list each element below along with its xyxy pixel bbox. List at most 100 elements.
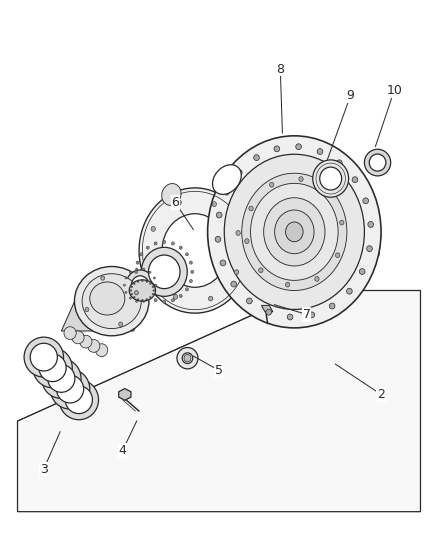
- Ellipse shape: [146, 298, 148, 300]
- Ellipse shape: [177, 348, 198, 369]
- Ellipse shape: [72, 331, 84, 344]
- Ellipse shape: [163, 240, 166, 244]
- Polygon shape: [61, 302, 147, 331]
- Ellipse shape: [309, 312, 314, 318]
- Ellipse shape: [50, 369, 90, 409]
- Ellipse shape: [129, 280, 155, 301]
- Ellipse shape: [286, 222, 303, 242]
- Ellipse shape: [74, 266, 149, 336]
- Ellipse shape: [212, 165, 241, 195]
- Ellipse shape: [368, 222, 374, 228]
- Ellipse shape: [329, 303, 335, 309]
- Ellipse shape: [143, 300, 145, 302]
- Ellipse shape: [162, 214, 228, 287]
- Ellipse shape: [129, 271, 131, 273]
- Ellipse shape: [149, 283, 151, 285]
- Ellipse shape: [191, 270, 194, 273]
- Ellipse shape: [134, 283, 135, 285]
- Ellipse shape: [317, 149, 323, 155]
- Ellipse shape: [182, 353, 193, 364]
- Ellipse shape: [179, 294, 182, 297]
- Ellipse shape: [139, 188, 251, 313]
- Ellipse shape: [185, 253, 188, 256]
- Ellipse shape: [155, 284, 157, 286]
- Ellipse shape: [141, 247, 187, 296]
- Ellipse shape: [141, 280, 143, 281]
- Ellipse shape: [140, 288, 143, 291]
- Ellipse shape: [171, 298, 174, 302]
- Ellipse shape: [136, 261, 139, 264]
- Ellipse shape: [126, 270, 154, 301]
- Ellipse shape: [95, 344, 108, 357]
- Ellipse shape: [237, 169, 242, 175]
- Ellipse shape: [296, 144, 301, 150]
- Ellipse shape: [336, 253, 340, 257]
- Ellipse shape: [336, 160, 342, 166]
- Ellipse shape: [88, 340, 100, 352]
- Ellipse shape: [177, 200, 181, 205]
- Ellipse shape: [153, 290, 155, 291]
- Ellipse shape: [134, 296, 135, 298]
- Ellipse shape: [163, 300, 166, 303]
- Ellipse shape: [149, 296, 151, 298]
- Ellipse shape: [59, 379, 99, 420]
- Ellipse shape: [208, 136, 381, 328]
- Ellipse shape: [146, 294, 149, 297]
- Ellipse shape: [287, 314, 293, 320]
- Text: 4: 4: [119, 444, 127, 457]
- Ellipse shape: [42, 358, 81, 399]
- Ellipse shape: [131, 286, 133, 288]
- Ellipse shape: [339, 220, 344, 225]
- Ellipse shape: [152, 293, 154, 295]
- Text: 3: 3: [40, 463, 48, 475]
- Ellipse shape: [247, 298, 252, 304]
- Ellipse shape: [363, 198, 368, 204]
- Ellipse shape: [101, 276, 105, 280]
- Ellipse shape: [189, 279, 192, 282]
- Ellipse shape: [236, 231, 240, 236]
- Ellipse shape: [274, 146, 280, 152]
- Ellipse shape: [119, 322, 123, 326]
- Ellipse shape: [234, 270, 239, 274]
- Text: 6: 6: [171, 196, 179, 209]
- Ellipse shape: [137, 298, 139, 300]
- Ellipse shape: [231, 281, 237, 287]
- Ellipse shape: [153, 291, 155, 293]
- Ellipse shape: [90, 282, 125, 315]
- Ellipse shape: [189, 261, 192, 264]
- Ellipse shape: [141, 300, 143, 301]
- Ellipse shape: [254, 155, 259, 160]
- Ellipse shape: [125, 277, 127, 279]
- Ellipse shape: [143, 268, 145, 270]
- Ellipse shape: [275, 210, 314, 254]
- Ellipse shape: [135, 268, 138, 270]
- Ellipse shape: [179, 246, 182, 249]
- Ellipse shape: [125, 291, 127, 293]
- Ellipse shape: [359, 269, 365, 274]
- Ellipse shape: [224, 154, 364, 310]
- Text: 10: 10: [386, 84, 402, 97]
- Ellipse shape: [249, 206, 253, 211]
- Ellipse shape: [208, 296, 213, 301]
- Ellipse shape: [82, 274, 141, 328]
- Ellipse shape: [130, 290, 132, 291]
- Ellipse shape: [325, 191, 330, 196]
- Ellipse shape: [212, 201, 216, 206]
- Ellipse shape: [259, 268, 263, 272]
- Ellipse shape: [216, 212, 222, 218]
- Ellipse shape: [137, 281, 139, 282]
- Ellipse shape: [33, 348, 72, 388]
- Ellipse shape: [251, 183, 338, 280]
- Ellipse shape: [151, 227, 155, 231]
- Ellipse shape: [131, 276, 149, 294]
- Ellipse shape: [367, 246, 372, 252]
- Ellipse shape: [80, 335, 92, 348]
- Ellipse shape: [146, 281, 148, 282]
- Ellipse shape: [313, 160, 349, 197]
- Ellipse shape: [149, 297, 151, 299]
- Ellipse shape: [65, 386, 92, 414]
- Ellipse shape: [124, 284, 125, 286]
- Text: 8: 8: [276, 63, 284, 76]
- Ellipse shape: [245, 239, 249, 244]
- Ellipse shape: [171, 242, 174, 245]
